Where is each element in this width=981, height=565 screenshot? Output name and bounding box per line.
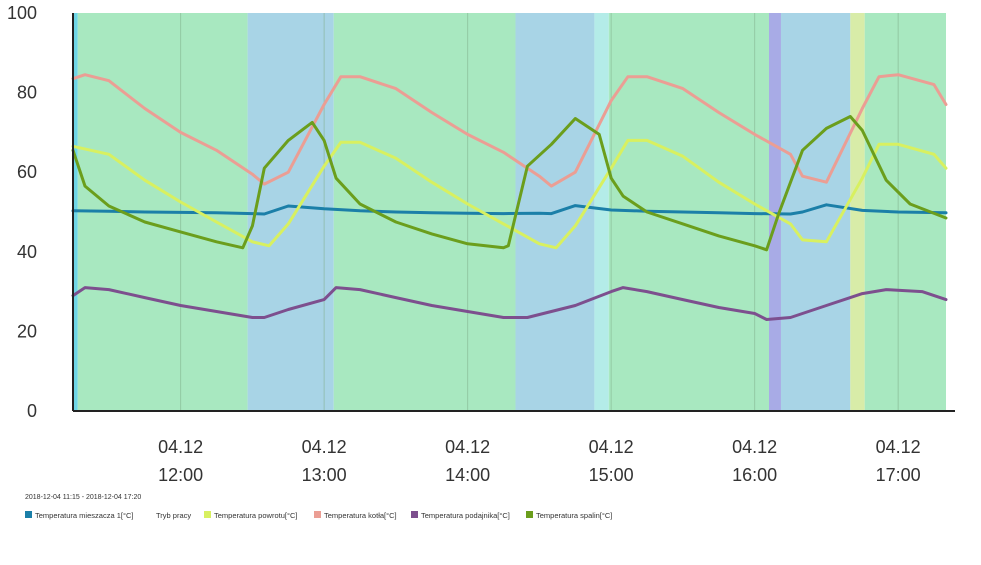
- series-line-0: [71, 203, 948, 216]
- x-tick-date: 04.12: [876, 437, 921, 457]
- legend-label: Temperatura kotła[°C]: [324, 511, 397, 520]
- axes: [72, 13, 955, 412]
- legend-swatch: [314, 511, 321, 518]
- mode-band-2: [247, 13, 334, 411]
- date-range: 2018-12-04 11:15 - 2018-12-04 17:20: [25, 494, 141, 501]
- series-lines: [71, 73, 948, 321]
- x-tick-time: 13:00: [302, 465, 347, 485]
- x-tick-time: 17:00: [876, 465, 921, 485]
- legend-label: Temperatura podajnika[°C]: [421, 511, 510, 520]
- legend-item-4: Temperatura podajnika[°C]: [411, 511, 510, 520]
- x-tick-time: 16:00: [732, 465, 777, 485]
- legend-item-1: Tryb pracy: [156, 511, 191, 520]
- y-tick-label: 40: [17, 242, 37, 262]
- x-tick-date: 04.12: [589, 437, 634, 457]
- legend-swatch: [526, 511, 533, 518]
- x-tick-time: 12:00: [158, 465, 203, 485]
- x-tick-date: 04.12: [445, 437, 490, 457]
- legend-swatch: [25, 511, 32, 518]
- mode-band-5: [594, 13, 609, 411]
- y-tick-label: 100: [7, 3, 37, 23]
- y-tick-label: 60: [17, 162, 37, 182]
- legend-label: Tryb pracy: [156, 511, 191, 520]
- series-line-2: [71, 73, 948, 188]
- legend-swatch: [204, 511, 211, 518]
- legend-item-5: Temperatura spalin[°C]: [526, 511, 612, 520]
- mode-band-7: [769, 13, 781, 411]
- legend-item-0: Temperatura mieszacza 1[°C]: [25, 511, 133, 520]
- x-tick-time: 14:00: [445, 465, 490, 485]
- y-tick-label: 0: [27, 401, 37, 421]
- x-tick-date: 04.12: [158, 437, 203, 457]
- legend-item-3: Temperatura kotła[°C]: [314, 511, 397, 520]
- legend-label: Temperatura powrotu[°C]: [214, 511, 297, 520]
- x-tick-date: 04.12: [302, 437, 347, 457]
- mode-band-8: [780, 13, 851, 411]
- mode-band-9: [850, 13, 865, 411]
- x-tick-date: 04.12: [732, 437, 777, 457]
- series-line-4: [71, 115, 948, 252]
- legend-label: Temperatura spalin[°C]: [536, 511, 612, 520]
- legend-swatch: [411, 511, 418, 518]
- series-line-3: [71, 286, 948, 321]
- x-tick-labels: 04.12 12:00 04.12 13:00 04.12 14:00 04.12 15:00…: [158, 437, 921, 485]
- legend: Temperatura mieszacza 1[°C] Tryb pracy Tem…: [25, 511, 612, 520]
- y-tick-label: 20: [17, 321, 37, 341]
- x-tick-time: 15:00: [589, 465, 634, 485]
- y-tick-labels: 0 20 40 60 80 100: [7, 3, 37, 421]
- legend-label: Temperatura mieszacza 1[°C]: [35, 511, 133, 520]
- series-line-1: [71, 138, 948, 250]
- legend-item-2: Temperatura powrotu[°C]: [204, 511, 297, 520]
- y-tick-label: 80: [17, 83, 37, 103]
